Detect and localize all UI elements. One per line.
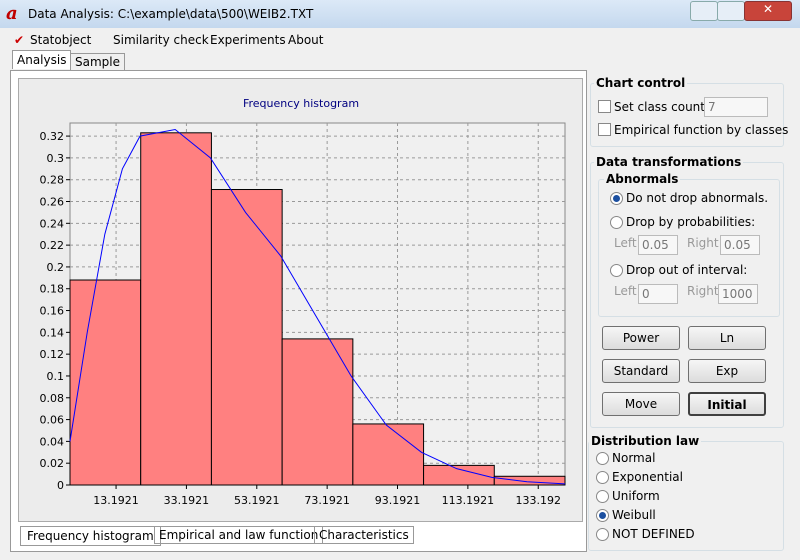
radio-label[interactable]: Drop out of interval: [626, 263, 748, 277]
menu-item[interactable]: Experiments [210, 33, 286, 47]
y-tick-label: 0.08 [40, 392, 65, 405]
text-input[interactable]: 0.05 [638, 235, 678, 255]
radio-label[interactable]: NOT DEFINED [612, 527, 695, 541]
bar [69, 279, 142, 486]
group-title: Chart control [594, 76, 688, 90]
x-tick-label: 133.192 [515, 494, 561, 507]
y-tick-label: 0.24 [40, 217, 65, 230]
text-input[interactable]: 0 [638, 284, 678, 304]
radio-label[interactable]: Uniform [612, 489, 660, 503]
y-tick-label: 0.06 [40, 414, 65, 427]
y-tick-label: 0.18 [40, 283, 65, 296]
x-tick-label: 13.1921 [93, 494, 139, 507]
radio-label[interactable]: Drop by probabilities: [626, 215, 756, 229]
group-title: Distribution law [589, 434, 702, 448]
app-icon: a [6, 3, 18, 24]
checkbox-label[interactable]: Empirical function by classes [614, 123, 789, 137]
button[interactable]: Power [602, 326, 680, 350]
checkbox-label[interactable]: Set class count [614, 100, 705, 114]
tab-active[interactable]: Analysis [12, 50, 72, 69]
text-input[interactable]: 7 [704, 97, 768, 117]
window-title: Data Analysis: C:\example\data\500\WEIB2… [28, 7, 314, 21]
menu-item[interactable]: Similarity check [113, 33, 209, 47]
tab-active[interactable]: Frequency histogram [20, 526, 161, 546]
x-tick-label: 93.1921 [375, 494, 421, 507]
button[interactable]: Initial [688, 392, 766, 416]
group-box [598, 179, 780, 317]
y-tick-label: 0.02 [40, 457, 65, 470]
x-tick-label: 53.1921 [234, 494, 280, 507]
y-tick-label: 0.04 [40, 435, 65, 448]
minimize-button[interactable] [690, 1, 718, 21]
button[interactable]: Move [602, 392, 680, 416]
button[interactable]: Ln [688, 326, 766, 350]
radio-button[interactable] [596, 452, 609, 465]
menu-icon: ✔ [14, 33, 25, 47]
maximize-button[interactable] [717, 1, 745, 21]
radio-button[interactable] [596, 490, 609, 503]
radio-label[interactable]: Weibull [612, 508, 656, 522]
y-tick-label: 0.12 [40, 348, 65, 361]
group-title: Data transformations [594, 155, 744, 169]
bar [352, 423, 425, 486]
tab[interactable]: Empirical and law function [154, 526, 324, 544]
y-tick-label: 0 [57, 479, 64, 492]
x-tick-label: 33.1921 [164, 494, 210, 507]
radio-button[interactable] [596, 528, 609, 541]
tab[interactable]: Characteristics [314, 526, 414, 544]
bar [281, 338, 354, 486]
bar [140, 132, 212, 486]
chart-title: Frequency histogram [243, 97, 359, 110]
title-bar [0, 0, 800, 28]
field-label: Right [687, 284, 719, 298]
radio-label[interactable]: Do not drop abnormals. [626, 191, 769, 205]
radio-label[interactable]: Exponential [612, 470, 683, 484]
radio-button[interactable] [596, 471, 609, 484]
y-tick-label: 0.26 [40, 196, 65, 209]
chart: Frequency histogram 0 0.02 0.04 0.06 0.08 0.1… [40, 97, 566, 507]
radio-button[interactable] [610, 264, 623, 277]
radio-button[interactable] [610, 216, 623, 229]
button[interactable]: Exp [688, 359, 766, 383]
y-tick-label: 0.3 [47, 152, 65, 165]
y-tick-label: 0.2 [47, 261, 65, 274]
radio-button[interactable] [610, 192, 623, 205]
bar [210, 189, 283, 486]
close-button[interactable]: ✕ [744, 1, 792, 21]
y-tick-label: 0.16 [40, 305, 65, 318]
y-tick-label: 0.1 [47, 370, 65, 383]
y-tick-label: 0.22 [40, 239, 65, 252]
field-label: Left [614, 236, 637, 250]
button[interactable]: Standard [602, 359, 680, 383]
checkbox[interactable] [598, 123, 611, 136]
menu-item[interactable]: About [288, 33, 324, 47]
radio-label[interactable]: Normal [612, 451, 656, 465]
text-input[interactable]: 0.05 [720, 235, 760, 255]
radio-button[interactable] [596, 509, 609, 522]
field-label: Left [614, 284, 637, 298]
y-tick-label: 0.32 [40, 130, 65, 143]
bar [493, 475, 566, 486]
y-tick-label: 0.28 [40, 174, 65, 187]
bar [423, 464, 495, 486]
text-input[interactable]: 1000 [718, 284, 758, 304]
x-tick-label: 113.1921 [442, 494, 495, 507]
checkbox[interactable] [598, 100, 611, 113]
tab[interactable]: Sample [70, 53, 125, 70]
menu-item[interactable]: Statobject [30, 33, 92, 47]
x-tick-label: 73.1921 [304, 494, 350, 507]
field-label: Right [687, 236, 719, 250]
group-title: Abnormals [604, 172, 681, 186]
density-curve [69, 129, 566, 485]
y-tick-label: 0.14 [40, 326, 65, 339]
